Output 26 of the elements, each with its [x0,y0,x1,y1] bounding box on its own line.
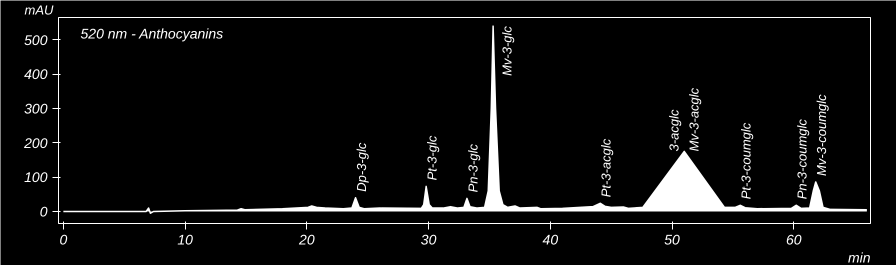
annotation: Mv-3-glc [500,26,515,76]
y-tick-label: 400 [24,66,48,82]
y-axis-title: mAU [24,2,54,18]
annotation: Pt-3-coumglc [738,122,754,200]
x-axis-title: min [848,250,871,265]
annotation: Dp-3-glc [354,142,370,192]
annotation: Pn-3-glc [465,144,480,192]
y-tick-label: 500 [24,32,48,48]
x-tick-label: 40 [542,232,558,248]
annotation: Pt-3-glc [424,135,440,180]
y-tick-label: 0 [40,203,48,220]
annotation: Pt-3-acglc [598,138,614,198]
x-tick-label: 60 [786,232,802,248]
x-tick-label: 20 [298,232,315,248]
annotation: 3-acglc [666,108,682,152]
x-tick-label: 10 [177,232,194,248]
text: 520 nm - Anthocyanins [80,26,224,42]
annotation: Mv-3-acglc [686,87,702,152]
annotation: Mv-3-coumglc [814,94,830,176]
x-tick-label: 50 [664,232,680,248]
annotation: Pn-3-coumglc [794,118,810,200]
y-tick-label: 300 [24,100,48,116]
y-tick-label: 100 [24,169,48,186]
y-tick-label: 200 [23,134,48,151]
x-tick-label: 30 [420,232,437,248]
x-tick-label: 0 [59,232,68,248]
